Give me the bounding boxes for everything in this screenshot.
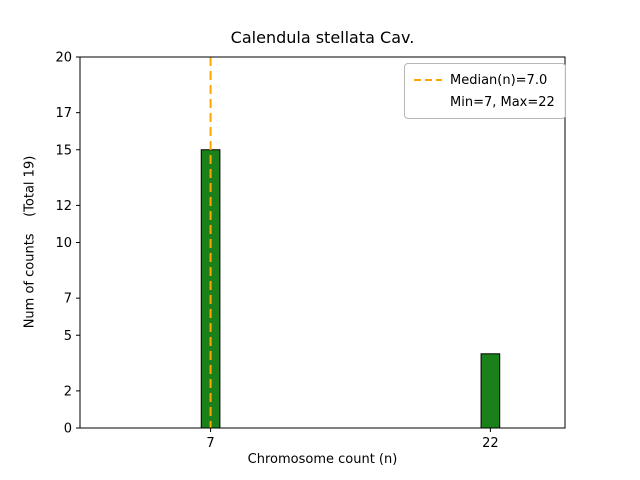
- y-tick-label: 7: [64, 292, 72, 307]
- median-line-legend-swatch: [414, 79, 442, 81]
- x-tick-label: 22: [482, 436, 499, 451]
- y-tick-label: 20: [55, 51, 72, 66]
- legend-label-minmax: Min=7, Max=22: [450, 94, 555, 110]
- y-tick-label: 5: [64, 329, 72, 344]
- legend: Median(n)=7.0 Min=7, Max=22: [404, 63, 566, 119]
- y-tick-label: 15: [55, 143, 72, 158]
- y-tick-label: 12: [55, 199, 72, 214]
- legend-empty-swatch: [414, 97, 442, 107]
- y-tick-label: 17: [55, 106, 72, 121]
- bar-n-22: [480, 353, 501, 429]
- legend-entry-minmax: Min=7, Max=22: [414, 93, 555, 111]
- legend-entry-median: Median(n)=7.0: [414, 71, 555, 89]
- y-tick-label: 2: [64, 384, 72, 399]
- x-tick-label: 7: [206, 436, 214, 451]
- legend-label-median: Median(n)=7.0: [450, 72, 548, 88]
- chart-title: Calendula stellata Cav.: [230, 28, 415, 47]
- y-tick-label: 0: [64, 422, 72, 437]
- y-tick-label: 10: [55, 236, 72, 251]
- x-axis-label: Chromosome count (n): [247, 452, 398, 467]
